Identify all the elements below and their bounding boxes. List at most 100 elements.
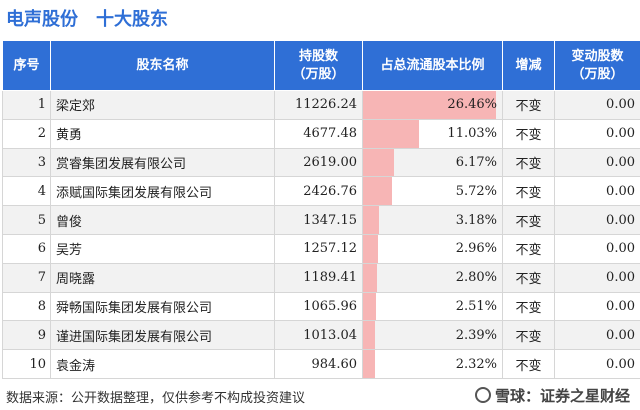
change-shares: 0.00 [554, 90, 640, 120]
ratio-bar [363, 120, 419, 148]
table-row: 10 袁金涛 984.60 2.32% 不变 0.00 [2, 349, 640, 379]
ratio-label: 2.39% [455, 327, 497, 343]
change-shares: 0.00 [554, 118, 640, 149]
page-subtitle: 十大股东 [96, 9, 168, 30]
row-index: 2 [2, 118, 51, 149]
shareholder-name: 谨进国际集团发展有限公司 [50, 320, 275, 351]
row-index: 4 [2, 176, 51, 207]
shares-held: 4677.48 [274, 118, 363, 149]
table-row: 1 梁定郊 11226.24 26.46% 不变 0.00 [2, 90, 640, 120]
shareholder-table-wrap: 序号 股东名称 持股数 （万股） 占总流通股本比例 增减 变动股数 （万股） 1… [2, 40, 640, 379]
shareholder-name: 梁定郊 [50, 90, 275, 120]
footer: 数据来源：公开数据整理，仅供参考不构成投资建议 雪球：证券之星财经 [0, 383, 640, 410]
title-bar: 电声股份 十大股东 [0, 0, 640, 40]
ratio-bar [363, 177, 392, 205]
ratio-label: 2.32% [455, 356, 497, 372]
change-shares: 0.00 [554, 262, 640, 293]
shareholder-name: 舜畅国际集团发展有限公司 [50, 291, 275, 322]
table-row: 8 舜畅国际集团发展有限公司 1065.96 2.51% 不变 0.00 [2, 291, 640, 322]
ratio-label: 11.03% [447, 126, 497, 142]
row-index: 1 [2, 90, 51, 120]
change-shares: 0.00 [554, 233, 640, 264]
row-index: 5 [2, 205, 51, 235]
row-index: 8 [2, 291, 51, 322]
change-status: 不变 [502, 262, 555, 293]
shares-held: 1013.04 [274, 320, 363, 351]
shares-held: 1065.96 [274, 291, 363, 322]
ratio-bar [363, 149, 395, 176]
ratio-bar [363, 264, 378, 292]
row-index: 3 [2, 147, 51, 178]
snowball-logo-icon [474, 387, 491, 403]
table-row: 4 添赋国际集团发展有限公司 2426.76 5.72% 不变 0.00 [2, 176, 640, 207]
table-row: 6 吴芳 1257.12 2.96% 不变 0.00 [2, 233, 640, 264]
change-shares: 0.00 [554, 349, 640, 379]
ratio-cell: 3.18% [362, 205, 503, 235]
change-status: 不变 [502, 233, 555, 264]
shareholder-name: 赏睿集团发展有限公司 [50, 147, 275, 178]
shareholder-name: 添赋国际集团发展有限公司 [50, 176, 275, 207]
table-body: 1 梁定郊 11226.24 26.46% 不变 0.00 2 黄勇 4677.48 11.03%… [2, 90, 640, 379]
table-header-row: 序号 股东名称 持股数 （万股） 占总流通股本比例 增减 变动股数 （万股） [2, 40, 640, 91]
shares-held: 1347.15 [274, 205, 363, 235]
change-status: 不变 [502, 90, 555, 120]
ratio-bar [363, 321, 376, 349]
change-shares: 0.00 [554, 320, 640, 351]
shareholder-name: 周晓露 [50, 262, 275, 293]
change-shares: 0.00 [554, 147, 640, 178]
page-title: 电声股份 十大股东 [6, 5, 186, 31]
table-row: 7 周晓露 1189.41 2.80% 不变 0.00 [2, 262, 640, 293]
shares-held: 1189.41 [274, 262, 363, 293]
col-header-delta: 变动股数 （万股） [554, 40, 640, 91]
ratio-label: 5.72% [455, 183, 497, 199]
shareholder-name: 吴芳 [50, 233, 275, 264]
ratio-cell: 2.51% [362, 291, 503, 322]
ratio-label: 2.51% [455, 298, 497, 314]
row-index: 10 [2, 349, 51, 379]
change-status: 不变 [502, 147, 555, 178]
ratio-cell: 2.32% [362, 349, 503, 379]
change-status: 不变 [502, 349, 555, 379]
col-header-change: 增减 [502, 40, 555, 91]
row-index: 7 [2, 262, 51, 293]
change-shares: 0.00 [554, 205, 640, 235]
ratio-label: 6.17% [455, 154, 497, 170]
data-source-note: 数据来源：公开数据整理，仅供参考不构成投资建议 [6, 391, 306, 406]
ratio-cell: 2.39% [362, 320, 503, 351]
table-row: 9 谨进国际集团发展有限公司 1013.04 2.39% 不变 0.00 [2, 320, 640, 351]
shareholder-table: 序号 股东名称 持股数 （万股） 占总流通股本比例 增减 变动股数 （万股） 1… [2, 40, 640, 379]
change-status: 不变 [502, 320, 555, 351]
col-header-ratio: 占总流通股本比例 [362, 40, 503, 91]
change-status: 不变 [502, 291, 555, 322]
company-name: 电声股份 [6, 9, 78, 30]
change-status: 不变 [502, 205, 555, 235]
col-header-index: 序号 [2, 40, 51, 91]
change-status: 不变 [502, 118, 555, 149]
change-status: 不变 [502, 176, 555, 207]
ratio-label: 2.80% [455, 270, 497, 286]
ratio-cell: 11.03% [362, 118, 503, 149]
table-row: 3 赏睿集团发展有限公司 2619.00 6.17% 不变 0.00 [2, 147, 640, 178]
ratio-label: 2.96% [455, 241, 497, 257]
brand-watermark: 雪球：证券之星财经 [474, 385, 630, 406]
ratio-bar [363, 350, 375, 378]
ratio-bar [363, 206, 380, 234]
col-header-name: 股东名称 [50, 40, 275, 91]
ratio-bar [363, 235, 378, 263]
shares-held: 1257.12 [274, 233, 363, 264]
brand-text: 雪球：证券之星财经 [494, 387, 630, 405]
shareholder-name: 曾俊 [50, 205, 275, 235]
table-row: 2 黄勇 4677.48 11.03% 不变 0.00 [2, 118, 640, 149]
ratio-label: 26.46% [447, 97, 497, 113]
shares-held: 2619.00 [274, 147, 363, 178]
ratio-bar [363, 293, 376, 320]
ratio-cell: 2.80% [362, 262, 503, 293]
table-row: 5 曾俊 1347.15 3.18% 不变 0.00 [2, 205, 640, 235]
change-shares: 0.00 [554, 291, 640, 322]
row-index: 9 [2, 320, 51, 351]
shares-held: 11226.24 [274, 90, 363, 120]
shares-held: 984.60 [274, 349, 363, 379]
ratio-bar [363, 91, 497, 119]
ratio-cell: 26.46% [362, 90, 503, 120]
ratio-cell: 2.96% [362, 233, 503, 264]
